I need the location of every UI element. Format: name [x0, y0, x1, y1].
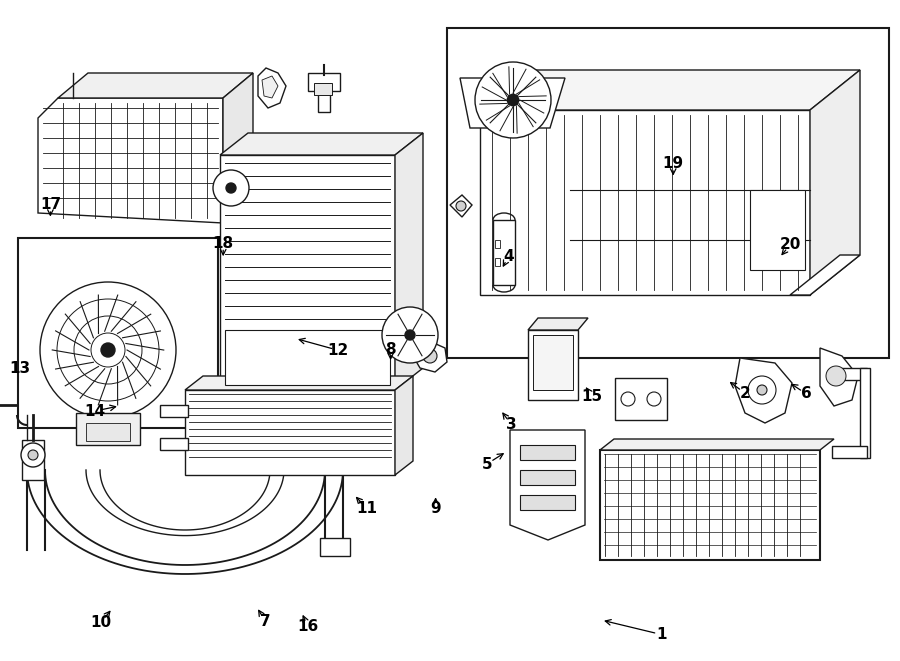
Circle shape — [226, 183, 236, 193]
Text: 6: 6 — [801, 387, 812, 401]
Text: 9: 9 — [430, 502, 441, 516]
Circle shape — [647, 392, 661, 406]
Bar — [318, 90, 330, 112]
Bar — [225, 330, 390, 385]
Polygon shape — [460, 78, 565, 128]
Bar — [520, 495, 575, 510]
Circle shape — [423, 349, 437, 363]
Circle shape — [28, 450, 38, 460]
Bar — [600, 450, 820, 560]
Text: 16: 16 — [297, 619, 319, 634]
Polygon shape — [450, 195, 472, 217]
Text: 4: 4 — [503, 249, 514, 264]
Polygon shape — [185, 376, 413, 390]
Bar — [160, 438, 188, 450]
Circle shape — [621, 392, 635, 406]
Text: 5: 5 — [482, 457, 492, 471]
Circle shape — [508, 95, 518, 106]
Text: 10: 10 — [90, 615, 112, 630]
Circle shape — [21, 443, 45, 467]
Polygon shape — [58, 73, 253, 98]
Text: 17: 17 — [40, 198, 61, 212]
Bar — [220, 155, 395, 390]
Text: 15: 15 — [581, 389, 603, 404]
Text: 7: 7 — [260, 614, 271, 629]
Circle shape — [826, 366, 846, 386]
Bar — [447, 28, 889, 358]
Text: 14: 14 — [84, 404, 105, 418]
Bar — [320, 538, 350, 556]
Circle shape — [382, 307, 438, 363]
Text: 13: 13 — [9, 362, 31, 376]
Bar — [520, 445, 575, 460]
Circle shape — [475, 62, 551, 138]
Text: 3: 3 — [506, 417, 517, 432]
Text: 20: 20 — [779, 237, 801, 252]
Text: 11: 11 — [356, 502, 378, 516]
Polygon shape — [810, 70, 860, 295]
Bar — [750, 190, 805, 270]
Polygon shape — [528, 330, 578, 400]
Bar — [76, 413, 140, 445]
Text: 1: 1 — [656, 627, 667, 642]
Polygon shape — [820, 348, 858, 406]
Bar — [22, 440, 44, 480]
Polygon shape — [600, 439, 834, 450]
Polygon shape — [262, 76, 278, 98]
Circle shape — [101, 343, 115, 357]
Polygon shape — [528, 318, 588, 330]
Polygon shape — [258, 68, 286, 108]
Bar — [314, 83, 332, 95]
Text: 18: 18 — [212, 236, 234, 251]
Bar — [480, 110, 810, 295]
Polygon shape — [510, 430, 585, 540]
Polygon shape — [480, 70, 860, 110]
Bar — [86, 423, 130, 441]
Bar — [493, 220, 515, 285]
Polygon shape — [413, 340, 447, 372]
Circle shape — [213, 170, 249, 206]
Bar — [308, 73, 340, 91]
Circle shape — [757, 385, 767, 395]
Polygon shape — [223, 73, 253, 223]
Bar — [520, 470, 575, 485]
Bar — [832, 446, 867, 458]
Polygon shape — [220, 133, 423, 155]
Text: 19: 19 — [662, 157, 684, 171]
Bar — [615, 378, 667, 420]
Polygon shape — [790, 255, 860, 295]
Bar — [185, 390, 395, 475]
Bar — [495, 258, 500, 266]
Bar — [860, 368, 870, 458]
Circle shape — [456, 201, 466, 211]
Bar — [832, 368, 867, 380]
Polygon shape — [245, 390, 305, 410]
Text: 2: 2 — [740, 386, 751, 401]
Circle shape — [748, 376, 776, 404]
Polygon shape — [395, 376, 413, 475]
Bar — [160, 405, 188, 417]
Polygon shape — [38, 98, 223, 223]
Text: 8: 8 — [385, 342, 396, 356]
Text: 12: 12 — [328, 343, 349, 358]
Circle shape — [40, 282, 176, 418]
Circle shape — [405, 330, 415, 340]
Bar — [533, 335, 573, 390]
Bar — [495, 240, 500, 248]
Polygon shape — [395, 133, 423, 390]
Bar — [18, 238, 218, 428]
Polygon shape — [735, 358, 792, 423]
